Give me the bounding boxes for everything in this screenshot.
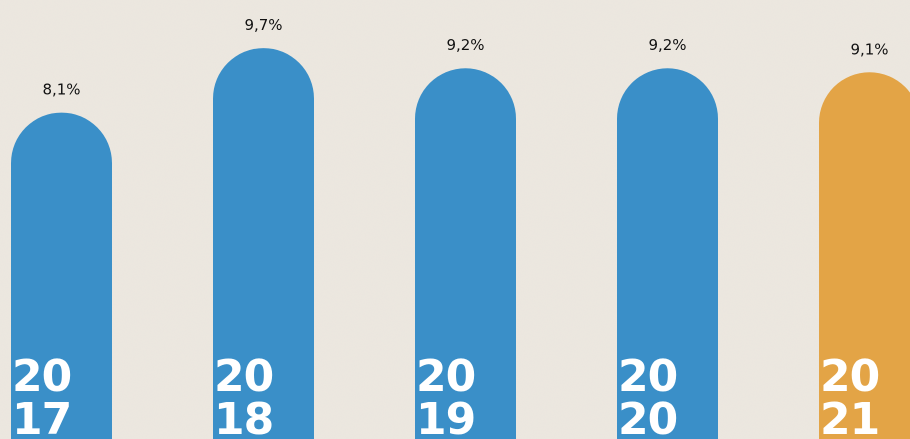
year-label: 18	[214, 394, 273, 439]
year-label: 20	[214, 351, 273, 402]
year-label: 20	[618, 351, 677, 402]
bar	[415, 68, 516, 439]
value-label: 9,7%	[244, 16, 282, 34]
year-label: 20	[12, 351, 71, 402]
year-label: 21	[820, 394, 879, 439]
bar	[617, 68, 718, 439]
bar	[213, 48, 314, 439]
year-label: 20	[416, 351, 475, 402]
value-label: 8,1%	[42, 81, 80, 99]
bar	[819, 72, 910, 439]
year-label: 20	[820, 351, 879, 402]
value-label: 9,1%	[850, 40, 888, 58]
year-label: 17	[12, 394, 71, 439]
value-label: 9,2%	[648, 36, 686, 54]
value-label: 9,2%	[446, 36, 484, 54]
bar	[11, 112, 112, 439]
year-label: 20	[618, 394, 677, 439]
year-label: 19	[416, 394, 475, 439]
